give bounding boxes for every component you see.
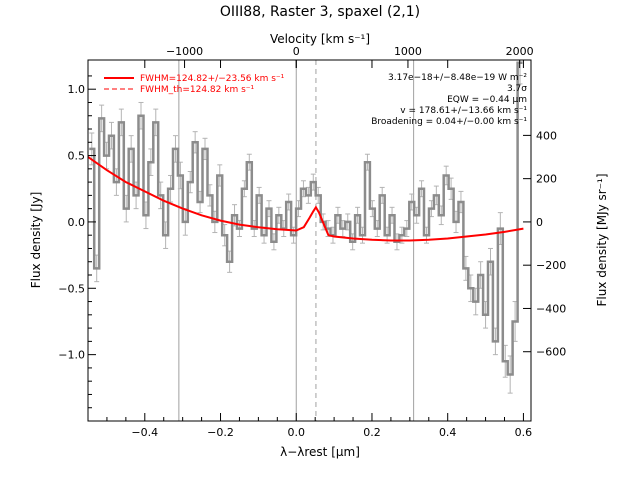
plot-frame [87, 59, 532, 422]
right-tick-label: −600 [536, 346, 566, 359]
chart-title: OIII88, Raster 3, spaxel (2,1) [220, 4, 420, 20]
y-axis-label: Flux density [Jy] [29, 192, 43, 289]
spectrum-histogram [89, 61, 523, 376]
right-tick-label: −400 [536, 302, 566, 315]
y-tick-label: 0.5 [68, 150, 86, 163]
y-tick-label: 1.0 [68, 83, 86, 96]
x-axis-label: λ−λrest [μm] [280, 445, 360, 459]
annotations: 3.17e−18+/−8.48e−19 W m⁻² 3.7σ EQW = −0.… [371, 73, 527, 127]
x-tick-label: 0.0 [287, 426, 305, 439]
y-tick-label: 0.0 [68, 216, 86, 229]
right-tick-label: 400 [536, 129, 557, 142]
top-axis-label: Velocity [km s⁻¹] [270, 32, 370, 46]
top-tick-label: 1000 [394, 45, 422, 58]
right-tick-label: 0 [536, 216, 543, 229]
top-tick-label: −1000 [166, 45, 203, 58]
y-tick-label: −0.5 [58, 282, 85, 295]
annotation-broadening: Broadening = 0.04+/−0.00 km s⁻¹ [371, 117, 527, 127]
top-tick-label: 2000 [506, 45, 534, 58]
fit-line [87, 156, 524, 242]
annotation-eqw: EQW = −0.44 μm [447, 95, 527, 105]
annotation-velocity: v = 178.61+/−13.66 km s⁻¹ [400, 106, 527, 116]
y-axis-right-label: Flux density [MJy sr⁻¹] [595, 173, 609, 306]
x-tick-label: −0.4 [131, 426, 158, 439]
legend: FWHM=124.82+/−23.56 km s⁻¹ FWHM_th=124.8… [104, 74, 285, 95]
legend-fit-label: FWHM=124.82+/−23.56 km s⁻¹ [140, 74, 285, 84]
annotation-sigma: 3.7σ [507, 84, 527, 94]
annotation-flux: 3.17e−18+/−8.48e−19 W m⁻² [388, 73, 527, 83]
right-tick-label: −200 [536, 259, 566, 272]
right-tick-label: 200 [536, 173, 557, 186]
y-tick-label: −1.0 [58, 349, 85, 362]
x-tick-label: 0.4 [439, 426, 457, 439]
x-tick-label: 0.6 [515, 426, 533, 439]
x-tick-label: 0.2 [363, 426, 381, 439]
legend-theoretical-label: FWHM_th=124.82 km s⁻¹ [140, 85, 255, 95]
top-tick-label: 0 [293, 45, 300, 58]
x-tick-label: −0.2 [207, 426, 234, 439]
